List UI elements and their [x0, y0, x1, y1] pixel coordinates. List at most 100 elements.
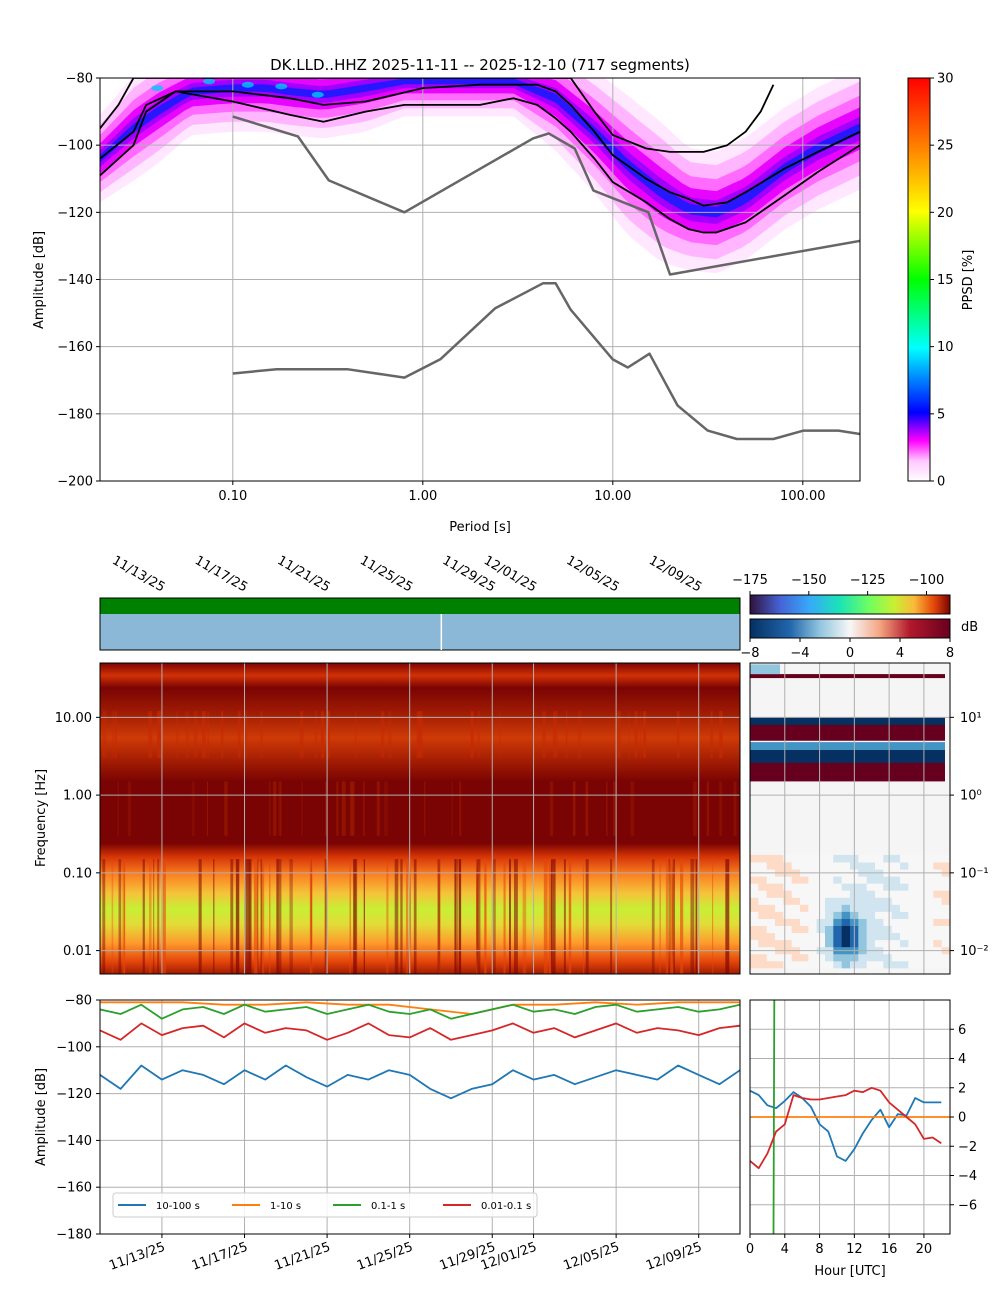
diurnal-ytick-label: −2 — [958, 1140, 977, 1155]
deviation-cell — [800, 911, 809, 919]
deviation-cell — [766, 911, 776, 919]
deviation-cell — [791, 925, 801, 934]
deviation-cell — [841, 911, 851, 919]
diurnal-xtick-label: 16 — [881, 1242, 898, 1257]
deviation-cell — [900, 883, 909, 891]
spectrogram-ticks: 0.01 0.10 1.00 10.00 — [55, 711, 100, 959]
deviation-cell — [908, 854, 918, 863]
deviation-cell — [783, 904, 793, 912]
deviation-cell — [858, 854, 868, 863]
deviation-cell — [891, 890, 901, 898]
spectrogram-streak — [680, 859, 684, 974]
deviation-cell — [916, 883, 926, 891]
deviation-cell — [783, 939, 793, 948]
deviation-cell — [900, 876, 909, 884]
deviation-cell — [941, 883, 950, 891]
deviation-cell — [825, 861, 834, 870]
deviation-cell — [825, 932, 834, 941]
deviation-cell — [816, 897, 826, 905]
deviation-cell — [808, 918, 818, 927]
spectrogram-streak — [380, 711, 385, 758]
spectrogram-streak — [706, 781, 709, 836]
deviation-cell — [875, 925, 884, 934]
deviation-cell — [766, 953, 776, 962]
deviation-cell — [800, 854, 809, 863]
ppsd-ytick-label: −80 — [66, 72, 93, 87]
deviation-cell — [800, 890, 809, 898]
spectrogram-top-date-label: 12/09/25 — [646, 553, 704, 595]
deviation-cell — [900, 854, 909, 863]
deviation-cell — [800, 883, 809, 891]
spectrogram-top-date-label: 11/25/25 — [357, 553, 415, 595]
deviation-cell — [791, 904, 801, 912]
spectrogram-streak — [224, 781, 228, 836]
deviation-cell — [833, 939, 843, 948]
deviation-cell — [825, 854, 834, 863]
deviation-cell — [883, 918, 893, 927]
deviation-cell — [925, 876, 934, 884]
spectrogram-ylabel: Frequency [Hz] — [34, 769, 49, 867]
spectrogram-streak — [634, 711, 638, 758]
deviation-cell — [775, 876, 784, 884]
deviation-cell — [841, 854, 851, 863]
spectrogram-streak — [118, 859, 122, 974]
spectrogram-streak — [162, 859, 166, 974]
bands-xtick-label: 11/21/25 — [272, 1240, 332, 1274]
deviation-cell — [808, 854, 818, 863]
spectrogram-streak — [585, 859, 589, 974]
deviation-cell — [783, 932, 793, 941]
deviation-cell — [866, 897, 876, 905]
deviation-cell — [766, 960, 776, 969]
ppsd-colorbar-label: PPSD [%] — [961, 250, 976, 311]
deviation-cell — [933, 911, 943, 919]
ppsd-colorbar-ticks: 0 5 10 15 20 25 30 — [930, 72, 954, 490]
deviation-cell — [825, 890, 834, 898]
deviation-cell — [758, 876, 768, 884]
deviation-cell — [883, 939, 893, 948]
deviation-colorbar — [749, 618, 951, 639]
deviation-cell — [941, 932, 950, 941]
deviation-grid — [749, 663, 950, 974]
deviation-cell — [841, 904, 851, 912]
deviation-cell — [833, 854, 843, 863]
deviation-cell — [891, 904, 901, 912]
spectrogram-streak — [185, 711, 189, 758]
deviation-cell — [833, 861, 843, 870]
spectrogram-streak — [670, 859, 674, 974]
deviation-cell — [808, 939, 818, 948]
bands-series-line — [100, 1064, 740, 1100]
availability-bar-gaps — [100, 614, 740, 650]
spectrogram-streak — [503, 859, 506, 974]
deviation-cell — [900, 932, 909, 941]
deviation-cell — [916, 904, 926, 912]
deviation-cell — [766, 925, 776, 934]
deviation-cell — [941, 918, 950, 927]
deviation-cell — [925, 918, 934, 927]
spectrogram-streak — [665, 859, 669, 974]
spectrogram-streak — [207, 711, 209, 758]
deviation-cell — [758, 939, 768, 948]
deviation-cell — [916, 953, 926, 962]
deviation-cell — [750, 953, 759, 962]
deviation-cell — [858, 939, 868, 948]
deviation-cell — [833, 897, 843, 905]
deviation-cell — [816, 953, 826, 962]
deviation-cell — [933, 960, 943, 969]
spectrogram-streak — [577, 711, 582, 758]
deviation-cell — [875, 953, 884, 962]
deviation-cell — [808, 925, 818, 934]
deviation-cell — [766, 876, 776, 884]
spectrogram-streak — [201, 711, 206, 758]
deviation-cell — [925, 904, 934, 912]
ppsd-ytick-label: −160 — [57, 340, 93, 355]
deviation-cell — [841, 932, 851, 941]
spectrogram-streak — [417, 711, 421, 758]
deviation-cell — [858, 932, 868, 941]
ppsd-curve-nhnm — [232, 115, 860, 276]
spectrogram-streak — [269, 859, 271, 974]
spectrogram-top-date-label: 11/21/25 — [275, 553, 333, 595]
bands-legend-label: 10-100 s — [156, 1201, 200, 1212]
deviation-cell — [800, 876, 809, 884]
deviation-cell — [883, 953, 893, 962]
